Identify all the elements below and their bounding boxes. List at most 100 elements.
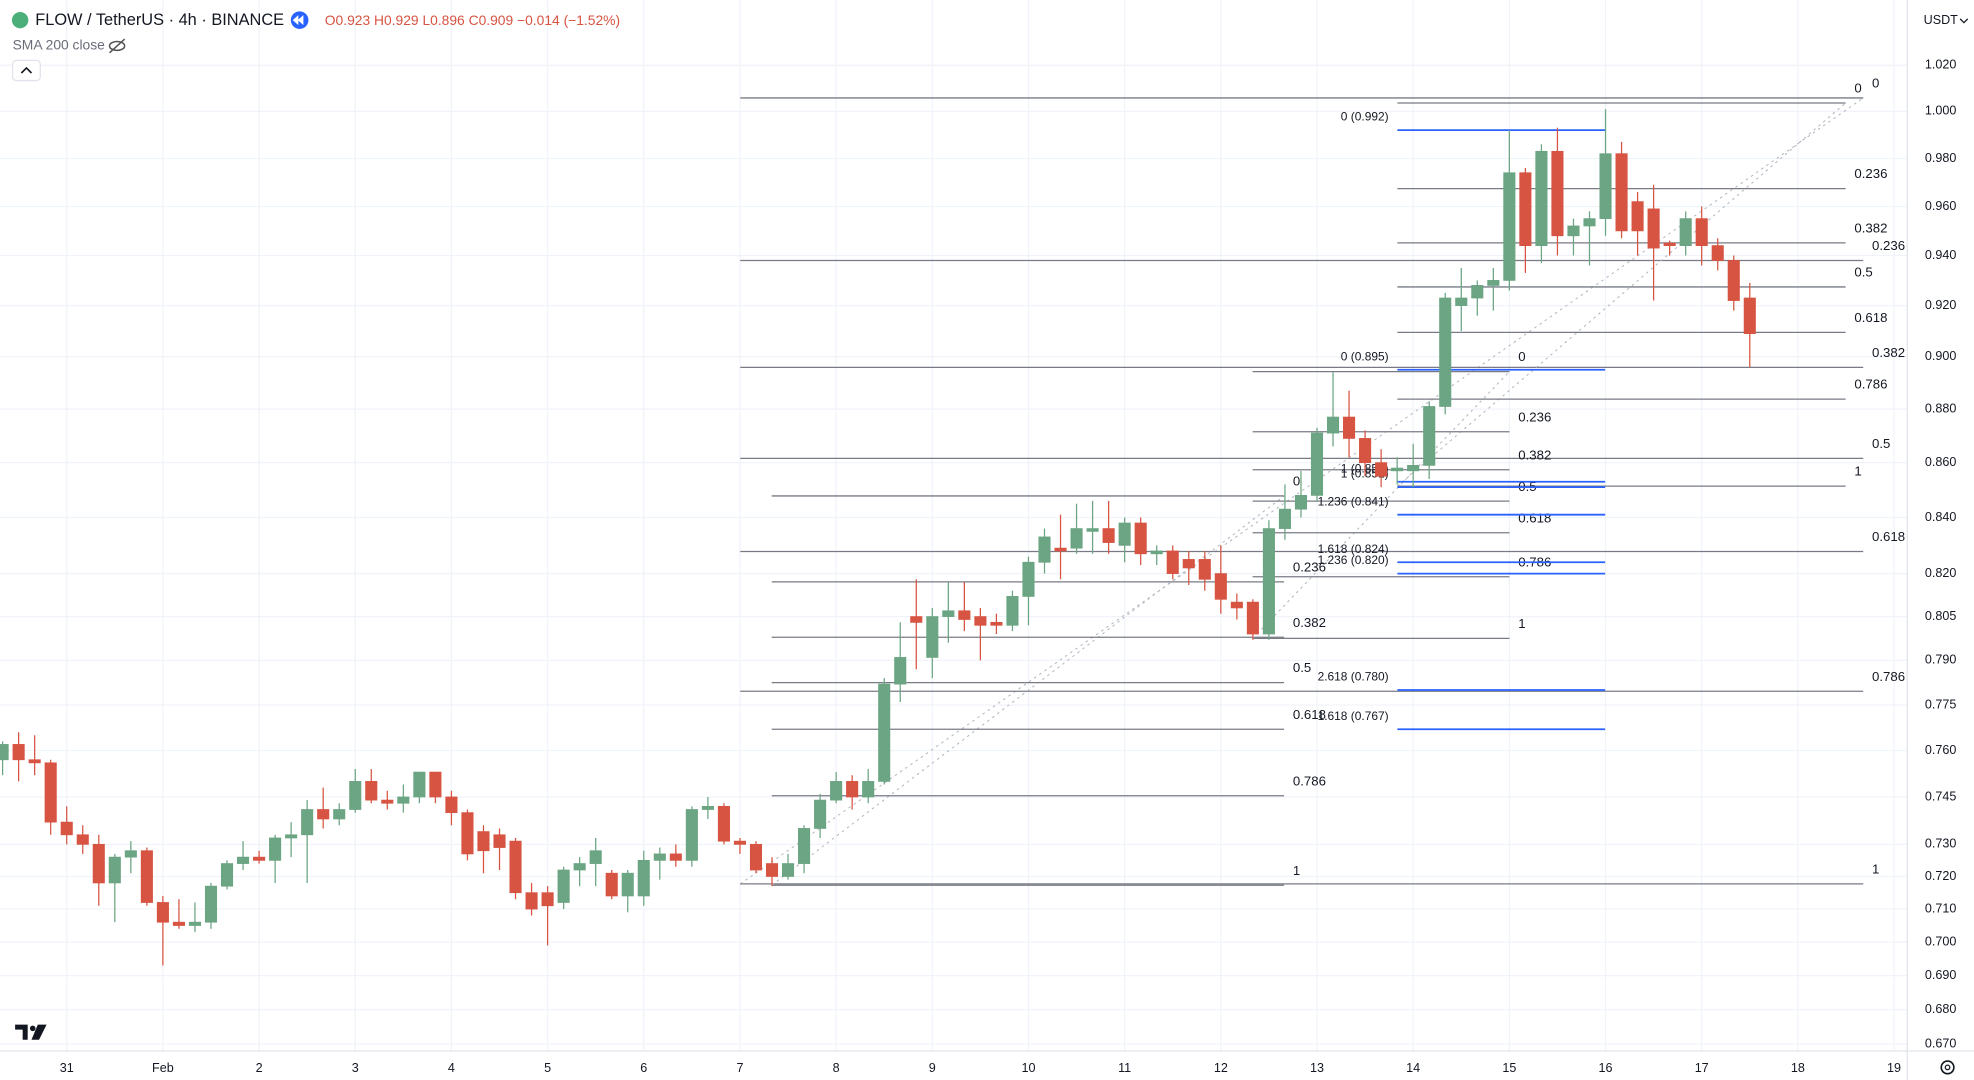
x-tick-label: 2 [256,1061,263,1075]
candle-body [253,856,266,861]
symbol-icon[interactable] [11,11,29,29]
candle-body [733,840,746,845]
fib-label: 1 [1854,464,1861,479]
candle-body [365,781,378,801]
candle-body [1551,150,1564,237]
candle-body [1407,464,1420,472]
fib-label: 0 [1518,349,1525,364]
candle-body [1519,172,1532,246]
candle-body [1054,547,1067,552]
candle-body [717,805,730,842]
y-tick-label: 0.920 [1925,298,1956,312]
candle-body [1006,596,1019,626]
candle-body [974,616,987,626]
y-tick-label: 0.680 [1925,1002,1956,1016]
x-tick-label: 13 [1310,1061,1324,1075]
settings-button[interactable] [1940,1060,1955,1075]
candle-body [301,809,314,836]
y-tick-label: 0.720 [1925,869,1956,883]
indicator-label[interactable]: SMA 200 close [13,37,106,53]
candle-body [1615,153,1628,232]
candle-body [814,799,827,829]
candle-body [1230,601,1243,609]
fib-label: 0.236 [1518,409,1551,424]
ohlc-change: −0.014 (−1.52%) [517,11,620,27]
y-tick-label: 0.960 [1925,199,1956,213]
fib-label: 0.236 [1854,166,1887,181]
candle-body [1663,242,1676,246]
fib-label: 0.786 [1854,377,1887,392]
candle-body [637,859,650,897]
candle-body [669,853,682,861]
candle-body [317,809,330,820]
ohlc-close: C0.909 [469,11,514,27]
candle-body [798,828,811,864]
x-tick-label: 7 [736,1061,743,1075]
y-tick-label: 0.670 [1925,1036,1956,1050]
symbol-title[interactable]: FLOW / TetherUS · 4h · BINANCE [35,11,284,29]
candle-body [701,805,714,810]
candle-body [1471,285,1484,299]
candle-body [237,856,250,864]
candle-body [1727,260,1740,301]
axes: 1.020 1.000 0.980 0.960 0.940 0.920 0.900 0.880… [60,58,1957,1075]
collapse-button[interactable] [11,59,41,82]
tradingview-logo[interactable] [15,1024,47,1040]
candle-body [990,621,1003,626]
x-tick-label: 17 [1695,1061,1709,1075]
candle-body [269,837,282,861]
candle-body [429,771,442,798]
candle-body [781,863,795,877]
y-tick-label: 0.775 [1925,697,1956,711]
candle-body [188,921,201,926]
candle-body [1503,172,1516,281]
y-tick-label: 0.760 [1925,743,1956,757]
candle-body [749,843,763,871]
y-tick-label: 0.805 [1925,609,1956,623]
candle-body [765,863,779,877]
candle-body [1599,153,1612,220]
fib-label: 0.382 [1293,615,1326,630]
candle-body [589,850,602,864]
y-tick-label: 0.880 [1925,401,1956,415]
x-tick-label: 6 [640,1061,647,1075]
fib-label: 0.5 [1854,265,1872,280]
currency-label[interactable]: USDT [1924,13,1959,27]
candle-body [894,657,907,685]
candle-body [285,834,298,839]
x-tick-label: 9 [929,1061,936,1075]
fib-label: 0.786 [1872,669,1905,684]
candle-body [1583,218,1596,227]
candle-body [1535,150,1548,246]
fib-label: 0 (0.895) [1341,349,1389,363]
fib-label: 1.236 (0.820) [1318,553,1389,567]
ohlc-legend: O0.923 H0.929 L0.896 C0.909 −0.014 (−1.5… [325,11,620,27]
candle-body [509,840,522,894]
candle-body [477,831,490,852]
candle-body [1246,601,1259,635]
fib-label: 0.618 [1518,510,1551,525]
x-tick-label: 18 [1791,1061,1805,1075]
candle-body [1102,528,1115,543]
hide-indicator-icon[interactable] [108,38,126,54]
candle-body [878,683,891,782]
candle-body [1743,297,1756,334]
fib-label: 0.786 [1293,773,1326,788]
candle-body [1455,297,1468,306]
candle-body [1423,406,1436,466]
candle-body [461,812,474,855]
candle-body [28,759,41,764]
x-tick-label: 4 [448,1061,455,1075]
y-tick-label: 0.790 [1925,653,1956,667]
candle-body [413,771,426,798]
candle-body [156,902,169,923]
fib-label: 0 (0.992) [1341,110,1389,124]
candle-body [12,744,25,761]
candle-body [60,821,73,836]
x-tick-label: 14 [1406,1061,1420,1075]
candle-body [541,892,554,907]
candle-body [1631,201,1644,232]
candle-body [942,610,955,617]
candle-body [1391,467,1404,472]
candle-body [1294,495,1308,510]
